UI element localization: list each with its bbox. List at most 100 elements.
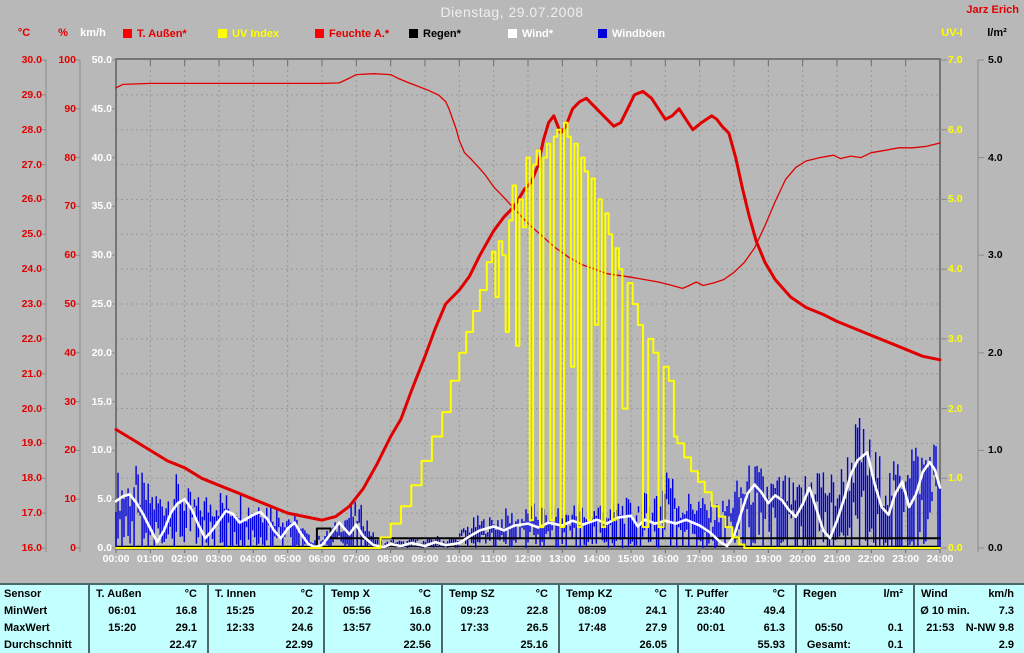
uv-tick-label: 7.0 — [948, 54, 963, 66]
avg-value: 22.99 — [285, 638, 313, 651]
min-time: 09:23 — [460, 604, 489, 617]
hum-tick-label: 80 — [64, 151, 76, 164]
wind-tick-label: 45.0 — [91, 102, 112, 115]
table-col-temp-kz: Temp KZ °C 08:09 24.1 17:48 27.9 26.05 — [558, 585, 677, 653]
uv-tick-label: 0.0 — [948, 542, 963, 554]
hum-tick-label: 10 — [64, 493, 76, 506]
wind-tick-label: 40.0 — [91, 151, 112, 164]
legend-item-6: Windböen — [598, 28, 665, 42]
legend-label: Wind* — [522, 28, 554, 40]
max-time: 17:33 — [460, 621, 489, 634]
max-time: 21:53 — [926, 621, 955, 634]
series-feuchte-a — [115, 73, 941, 290]
table-min-row — [797, 602, 913, 619]
sensor-unit: °C — [184, 587, 197, 600]
series-uv-index — [115, 121, 941, 549]
table-header-row: Temp SZ °C — [443, 585, 558, 602]
table-avg-row: Gesamt: 0.1 — [797, 636, 913, 653]
series-windb-en — [115, 418, 941, 548]
x-tick-label: 18:00 — [720, 553, 748, 565]
min-value: 22.8 — [526, 604, 548, 617]
sensor-name: Temp SZ — [449, 587, 495, 600]
uv-tick-label: 6.0 — [948, 123, 963, 136]
legend-swatch-2 — [218, 29, 227, 38]
x-tick-label: 15:00 — [617, 553, 645, 565]
wind-tick-label: 25.0 — [91, 298, 112, 310]
row-label-text: Durchschnitt — [4, 638, 72, 651]
max-time: 05:50 — [814, 621, 843, 634]
table-max-row: 05:50 0.1 — [797, 619, 913, 636]
table-col-t-innen: T. Innen °C 15:25 20.2 12:33 24.6 22.99 — [207, 585, 323, 653]
table-header-row: Temp KZ °C — [560, 585, 677, 602]
min-value: 16.8 — [409, 604, 431, 617]
table-header-row: T. Puffer °C — [679, 585, 795, 602]
x-tick-label: 16:00 — [651, 553, 679, 565]
min-time: Ø 10 min. — [920, 604, 970, 617]
max-time: 12:33 — [226, 621, 255, 634]
table-avg-row: 2.9 — [915, 636, 1024, 653]
x-tick-label: 08:00 — [377, 553, 405, 565]
wind-tick-label: 0.0 — [97, 542, 112, 554]
table-min-row: 23:40 49.4 — [679, 602, 795, 619]
sensor-unit: °C — [535, 587, 548, 600]
temp-tick-label: 23.0 — [21, 298, 42, 310]
legend-label: Feuchte A.* — [329, 28, 390, 40]
temp-tick-label: 29.0 — [21, 88, 42, 101]
table-col-regen: Regen l/m² 05:50 0.1 Gesamt: 0.1 — [795, 585, 913, 653]
avg-time: Gesamt: — [806, 638, 851, 651]
wind-tick-label: 50.0 — [91, 54, 112, 66]
avg-value: 55.93 — [757, 638, 785, 651]
min-time: 15:25 — [226, 604, 255, 617]
table-row-label: Durchschnitt — [0, 636, 88, 653]
table-avg-row: 26.05 — [560, 636, 677, 653]
temp-tick-label: 20.0 — [21, 402, 42, 415]
max-value: 26.5 — [526, 621, 548, 634]
max-time: 00:01 — [696, 621, 725, 634]
sensor-unit: °C — [418, 587, 431, 600]
temp-tick-label: 18.0 — [21, 472, 42, 485]
rain-tick-label: 3.0 — [988, 249, 1003, 262]
hum-tick-label: 100 — [58, 54, 76, 66]
wind-tick-label: 5.0 — [97, 493, 112, 506]
max-value: 27.9 — [645, 621, 667, 634]
temp-tick-label: 16.0 — [21, 542, 42, 554]
rain-unit-label: l/m² — [987, 27, 1007, 39]
avg-value: 0.1 — [887, 638, 903, 651]
series-t-au-en — [114, 89, 942, 522]
table-max-row: 17:33 26.5 — [443, 619, 558, 636]
table-max-row: 15:20 29.1 — [90, 619, 207, 636]
sensor-name: Regen — [803, 587, 837, 600]
x-tick-label: 17:00 — [686, 553, 714, 565]
x-tick-label: 19:00 — [754, 553, 782, 565]
wind-tick-label: 20.0 — [91, 346, 112, 359]
min-time: 23:40 — [696, 604, 725, 617]
hum-tick-label: 0 — [70, 542, 76, 554]
uv-tick-label: 1.0 — [948, 472, 963, 485]
table-header-row: Wind km/h — [915, 585, 1024, 602]
series-wind — [114, 451, 942, 549]
hum-tick-label: 70 — [64, 200, 76, 213]
x-tick-label: 22:00 — [857, 553, 885, 565]
row-label-text: MaxWert — [4, 621, 50, 634]
temp-tick-label: 25.0 — [21, 228, 42, 241]
table-col-temp-x: Temp X °C 05:56 16.8 13:57 30.0 22.56 — [323, 585, 441, 653]
legend-swatch-3 — [315, 29, 324, 38]
min-value: 7.3 — [998, 604, 1014, 617]
wind-tick-label: 35.0 — [91, 200, 112, 213]
wind-tick-label: 15.0 — [91, 395, 112, 408]
table-row-label-column: Sensor MinWert MaxWert Durchschnitt — [0, 585, 88, 653]
table-avg-row: 22.47 — [90, 636, 207, 653]
legend-label: T. Außen* — [137, 28, 187, 40]
rain-tick-label: 5.0 — [988, 54, 1003, 66]
table-header-row: T. Innen °C — [209, 585, 323, 602]
x-tick-label: 13:00 — [548, 553, 576, 565]
legend-item-5: Wind* — [508, 28, 553, 42]
rain-tick-label: 0.0 — [988, 542, 1003, 554]
legend-swatch-1 — [123, 29, 132, 38]
legend-item-2: UV Index — [218, 28, 279, 42]
table-header-row: T. Außen °C — [90, 585, 207, 602]
table-avg-row: 22.56 — [325, 636, 441, 653]
legend-label: Windböen — [612, 28, 666, 40]
x-tick-label: 21:00 — [823, 553, 851, 565]
